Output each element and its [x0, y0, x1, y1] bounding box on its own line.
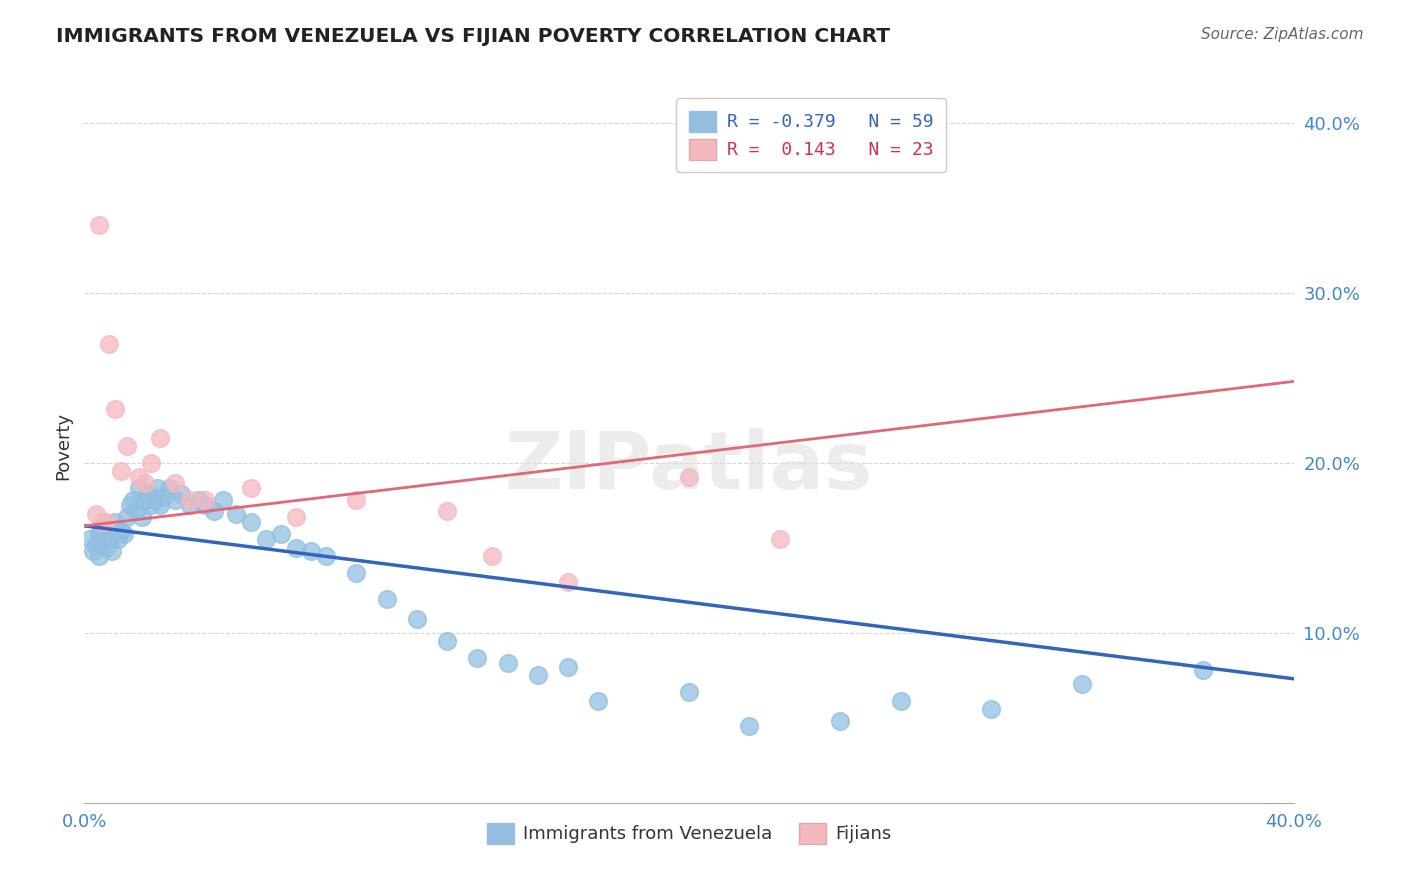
Point: [142, 493, 165, 508]
Point: [91, 520, 114, 534]
Point: [170, 486, 193, 500]
Point: [557, 574, 579, 589]
Point: [104, 527, 127, 541]
Point: [406, 612, 429, 626]
Point: [134, 476, 156, 491]
Point: [254, 533, 277, 547]
Point: [588, 694, 610, 708]
Point: [139, 456, 162, 470]
Point: [212, 493, 235, 508]
Point: [194, 493, 217, 508]
Point: [890, 694, 912, 708]
Point: [139, 499, 162, 513]
Point: [346, 493, 368, 508]
Point: [89, 527, 111, 541]
Point: [115, 439, 138, 453]
Point: [225, 507, 247, 521]
Point: [89, 549, 111, 564]
Point: [94, 516, 117, 530]
Point: [285, 510, 308, 524]
Point: [134, 493, 156, 508]
Point: [830, 714, 852, 729]
Point: [125, 503, 148, 517]
Point: [270, 527, 292, 541]
Point: [97, 337, 120, 351]
Point: [467, 651, 489, 665]
Point: [118, 499, 141, 513]
Point: [557, 660, 579, 674]
Point: [239, 482, 262, 496]
Point: [86, 507, 108, 521]
Point: [149, 499, 172, 513]
Point: [115, 510, 138, 524]
Point: [165, 493, 187, 508]
Point: [100, 544, 122, 558]
Point: [91, 516, 114, 530]
Point: [136, 486, 159, 500]
Point: [165, 476, 187, 491]
Point: [157, 482, 180, 496]
Point: [285, 541, 308, 555]
Point: [97, 533, 120, 547]
Point: [375, 591, 398, 606]
Point: [1071, 677, 1094, 691]
Point: [769, 533, 792, 547]
Text: Source: ZipAtlas.com: Source: ZipAtlas.com: [1201, 27, 1364, 42]
Point: [179, 499, 201, 513]
Legend: Immigrants from Venezuela, Fijians: Immigrants from Venezuela, Fijians: [479, 815, 898, 851]
Point: [94, 541, 117, 555]
Point: [104, 401, 127, 416]
Point: [104, 516, 127, 530]
Point: [436, 634, 458, 648]
Point: [346, 566, 368, 581]
Point: [436, 503, 458, 517]
Point: [82, 544, 104, 558]
Point: [239, 516, 262, 530]
Point: [89, 218, 111, 232]
Point: [131, 510, 153, 524]
Point: [149, 430, 172, 444]
Text: ZIPatlas: ZIPatlas: [505, 428, 873, 507]
Point: [110, 524, 132, 538]
Point: [179, 493, 201, 508]
Point: [980, 702, 1002, 716]
Point: [152, 490, 174, 504]
Point: [678, 469, 700, 483]
Point: [527, 668, 550, 682]
Point: [121, 493, 143, 508]
Point: [1192, 663, 1215, 677]
Point: [110, 465, 132, 479]
Text: IMMIGRANTS FROM VENEZUELA VS FIJIAN POVERTY CORRELATION CHART: IMMIGRANTS FROM VENEZUELA VS FIJIAN POVE…: [56, 27, 890, 45]
Point: [678, 685, 700, 699]
Point: [299, 544, 322, 558]
Point: [315, 549, 337, 564]
Point: [128, 482, 150, 496]
Point: [202, 503, 225, 517]
Point: [86, 537, 108, 551]
Point: [107, 533, 129, 547]
Point: [79, 533, 101, 547]
Point: [112, 527, 135, 541]
Point: [128, 469, 150, 483]
Point: [496, 657, 519, 671]
Point: [481, 549, 503, 564]
Point: [194, 499, 217, 513]
Point: [188, 493, 211, 508]
Text: Poverty: Poverty: [55, 412, 72, 480]
Point: [738, 719, 761, 733]
Point: [146, 482, 169, 496]
Point: [97, 524, 120, 538]
